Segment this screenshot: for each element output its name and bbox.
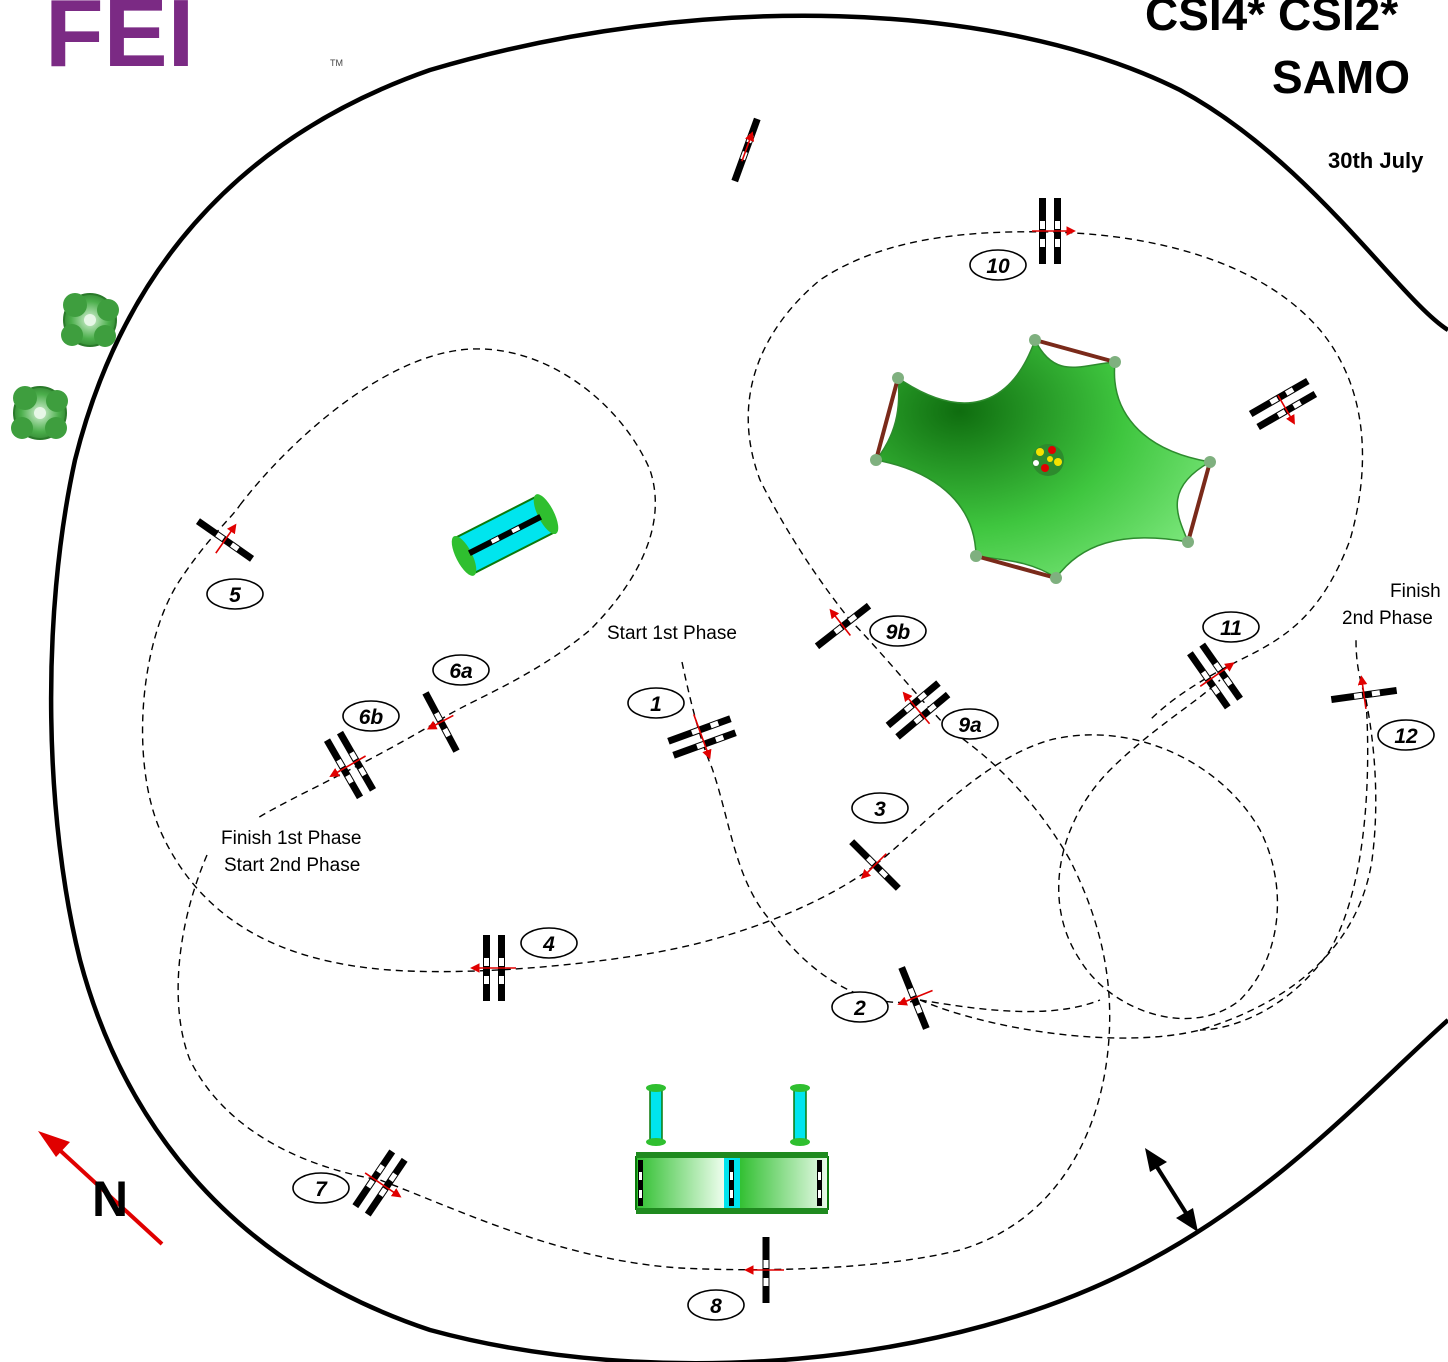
date-text: 30th July	[1328, 148, 1424, 173]
start-2nd-phase-label: Start 2nd Phase	[224, 855, 360, 876]
svg-text:6a: 6a	[449, 660, 473, 683]
label-10: 10	[969, 249, 1027, 281]
obstacle-6a[interactable]	[413, 686, 469, 757]
logo-text: FEI	[45, 0, 194, 87]
tent-decoration	[870, 334, 1216, 584]
obstacle-3[interactable]	[839, 830, 910, 901]
obstacle-4[interactable]	[470, 935, 516, 1001]
title-line1: CSI4* CSI2*	[1145, 0, 1398, 40]
label-1: 1	[627, 687, 685, 719]
svg-text:7: 7	[315, 1178, 328, 1201]
obstacle-spare[interactable]	[1248, 377, 1323, 440]
north-arrow-icon: N	[38, 1131, 164, 1246]
svg-text:10: 10	[986, 255, 1010, 278]
svg-text:9b: 9b	[886, 621, 911, 644]
label-11: 11	[1202, 611, 1260, 643]
title-line2: SAMO	[1272, 51, 1410, 103]
start-1st-phase-label: Start 1st Phase	[607, 623, 737, 644]
svg-text:12: 12	[1394, 725, 1418, 748]
obstacle-10[interactable]	[1032, 198, 1076, 264]
svg-text:11: 11	[1220, 617, 1242, 640]
flower-bed	[1032, 444, 1064, 476]
finish-1st-phase-label: Finish 1st Phase	[221, 828, 361, 849]
obstacle-11[interactable]	[1181, 636, 1252, 713]
svg-text:TM: TM	[330, 58, 343, 68]
entrance-arrow-icon	[1145, 1148, 1198, 1232]
label-2: 2	[831, 991, 889, 1023]
course-route	[141, 231, 1377, 1271]
finish-2nd-phase-label-2: 2nd Phase	[1342, 608, 1433, 629]
obstacle-labels: 1 2 3 4 5 6a 6b 7 8 9a 9b 10 11 12	[206, 249, 1435, 1321]
label-4: 4	[520, 927, 578, 959]
label-9a: 9a	[941, 708, 999, 740]
svg-text:5: 5	[229, 584, 241, 607]
label-8: 8	[687, 1289, 745, 1321]
svg-text:4: 4	[542, 933, 555, 956]
label-3: 3	[851, 792, 909, 824]
svg-text:6b: 6b	[359, 706, 384, 729]
obstacle-2[interactable]	[887, 960, 945, 1035]
svg-text:3: 3	[874, 798, 886, 821]
obstacle-5[interactable]	[189, 506, 263, 572]
label-12: 12	[1377, 719, 1435, 751]
svg-text:1: 1	[650, 693, 662, 716]
label-7: 7	[292, 1172, 350, 1204]
svg-text:8: 8	[710, 1295, 722, 1318]
obstacle-7[interactable]	[347, 1146, 419, 1224]
obstacle-12[interactable]	[1329, 673, 1399, 714]
label-6b: 6b	[342, 700, 400, 732]
ditch-element	[635, 1084, 829, 1214]
obstacle-1[interactable]	[663, 703, 741, 769]
finish-2nd-phase-label: Finish	[1390, 581, 1441, 602]
tree-icon	[61, 293, 119, 347]
svg-text:9a: 9a	[958, 714, 982, 737]
fei-logo: FEI TM	[45, 0, 343, 87]
obstacle-9a[interactable]	[879, 672, 955, 745]
label-5: 5	[206, 578, 264, 610]
tree-icon	[11, 386, 68, 440]
label-9b: 9b	[869, 615, 927, 647]
obstacle-6b[interactable]	[314, 727, 382, 804]
water-tray	[451, 494, 559, 576]
north-label: N	[92, 1171, 128, 1227]
label-6a: 6a	[432, 654, 490, 686]
svg-text:2: 2	[853, 997, 866, 1020]
arena-boundary	[48, 13, 1448, 1362]
obstacle-spare[interactable]	[731, 117, 761, 183]
obstacles-layer	[189, 117, 1399, 1303]
obstacle-9b[interactable]	[805, 590, 877, 656]
obstacle-8[interactable]	[744, 1237, 784, 1303]
